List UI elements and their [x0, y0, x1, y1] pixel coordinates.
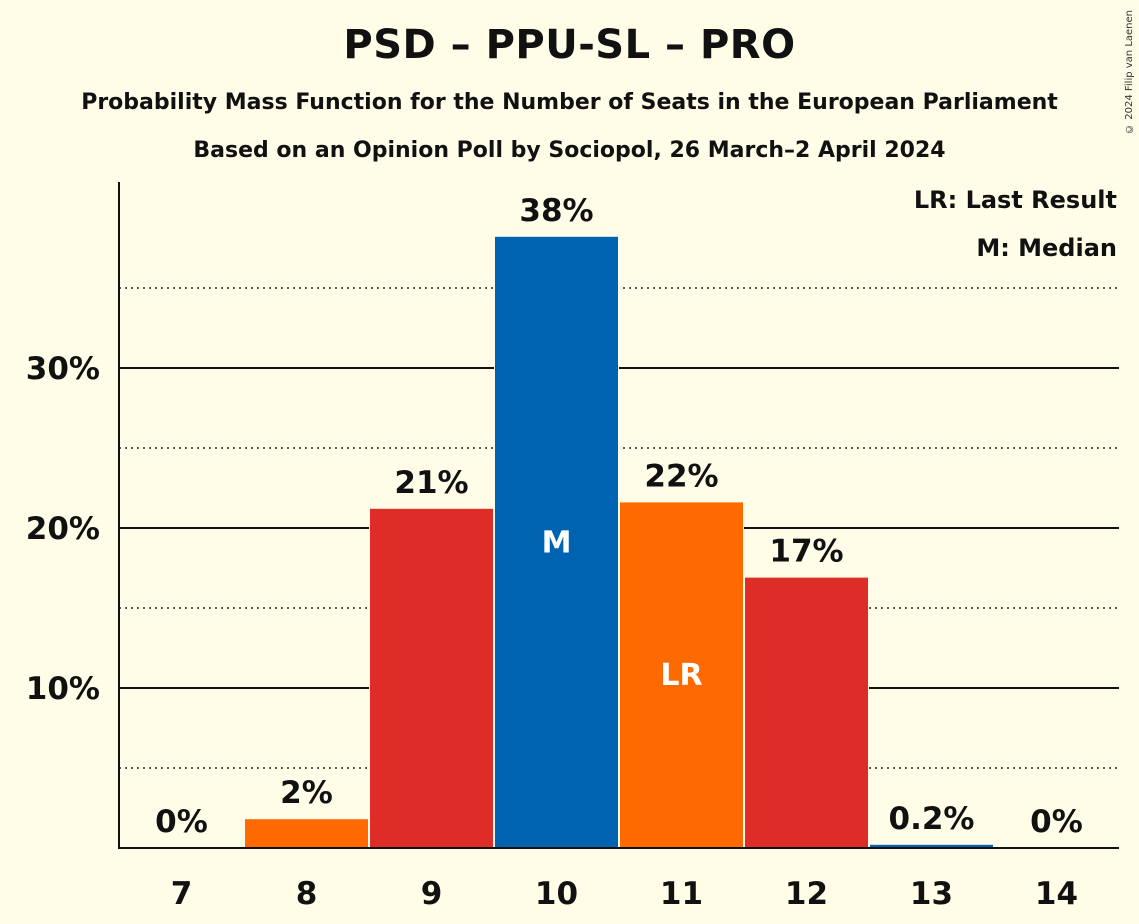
data-label: 2% — [280, 775, 333, 811]
data-label: 21% — [394, 465, 468, 501]
legend-median: M: Median — [976, 234, 1117, 262]
bar — [870, 844, 993, 848]
last-result-marker: LR — [660, 658, 702, 693]
data-label: 38% — [519, 193, 593, 229]
x-tick-label: 9 — [421, 876, 443, 912]
data-label: 0% — [1030, 804, 1083, 840]
x-tick-label: 11 — [660, 876, 703, 912]
data-label: 17% — [769, 534, 843, 570]
y-tick-label: 10% — [26, 671, 100, 707]
data-label: 0.2% — [889, 801, 975, 837]
bar — [370, 508, 493, 848]
bar — [245, 819, 368, 848]
chart-subtitle: Probability Mass Function for the Number… — [81, 90, 1058, 115]
x-tick-label: 10 — [535, 876, 578, 912]
bar — [620, 502, 743, 848]
bar — [495, 236, 618, 849]
bar — [745, 577, 868, 848]
y-tick-label: 30% — [26, 351, 100, 387]
chart-title: PSD – PPU-SL – PRO — [343, 22, 796, 68]
x-tick-label: 14 — [1035, 876, 1078, 912]
x-tick-label: 8 — [296, 876, 318, 912]
y-tick-label: 20% — [26, 511, 100, 547]
x-tick-label: 7 — [171, 876, 193, 912]
x-tick-label: 13 — [910, 876, 953, 912]
x-tick-label: 12 — [785, 876, 828, 912]
data-label: 22% — [644, 458, 718, 494]
data-label: 0% — [155, 804, 208, 840]
median-marker: M — [542, 525, 572, 560]
legend-last-result: LR: Last Result — [913, 186, 1117, 214]
chart-subtitle-poll: Based on an Opinion Poll by Sociopol, 26… — [193, 138, 946, 163]
